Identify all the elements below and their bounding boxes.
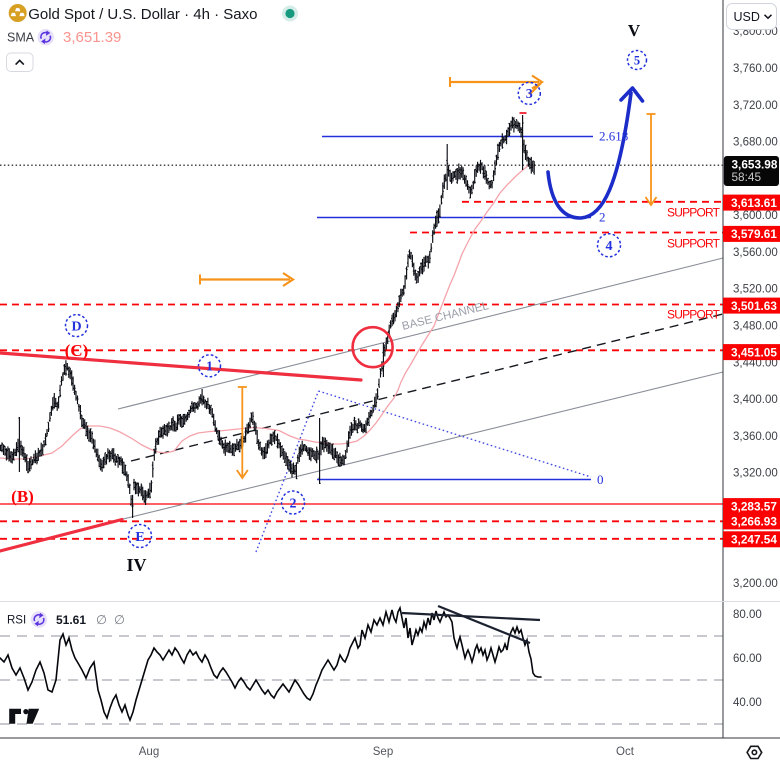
svg-text:SUPPORT: SUPPORT bbox=[667, 237, 721, 251]
svg-text:2: 2 bbox=[290, 496, 297, 511]
svg-text:3,653.98: 3,653.98 bbox=[732, 158, 778, 172]
svg-text:3,600.00: 3,600.00 bbox=[733, 210, 778, 222]
svg-text:3,720.00: 3,720.00 bbox=[733, 100, 778, 112]
svg-text:SMA: SMA bbox=[7, 31, 35, 45]
svg-text:3,520.00: 3,520.00 bbox=[733, 284, 778, 296]
svg-text:3,451.05: 3,451.05 bbox=[731, 345, 777, 359]
svg-text:3,613.61: 3,613.61 bbox=[731, 196, 777, 210]
svg-text:60.00: 60.00 bbox=[733, 653, 762, 665]
svg-text:1: 1 bbox=[206, 360, 213, 375]
svg-text:SUPPORT: SUPPORT bbox=[667, 308, 721, 322]
svg-text:Gold Spot / U.S. Dollar · 4h ·: Gold Spot / U.S. Dollar · 4h · Saxo bbox=[28, 6, 257, 23]
svg-text:4: 4 bbox=[606, 239, 613, 254]
svg-text:RSI: RSI bbox=[7, 615, 26, 627]
svg-text:3,480.00: 3,480.00 bbox=[733, 321, 778, 333]
svg-text:0: 0 bbox=[597, 472, 604, 487]
svg-text:Oct: Oct bbox=[616, 746, 635, 758]
svg-text:3,680.00: 3,680.00 bbox=[733, 137, 778, 149]
svg-text:∅: ∅ bbox=[96, 613, 107, 627]
svg-text:2.618: 2.618 bbox=[599, 129, 628, 144]
svg-text:(C): (C) bbox=[65, 341, 89, 360]
svg-text:3,360.00: 3,360.00 bbox=[733, 431, 778, 443]
svg-text:V: V bbox=[628, 21, 641, 40]
svg-text:∅: ∅ bbox=[114, 613, 125, 627]
svg-text:3,760.00: 3,760.00 bbox=[733, 63, 778, 75]
svg-text:USD: USD bbox=[734, 10, 760, 24]
svg-text:3,440.00: 3,440.00 bbox=[733, 357, 778, 369]
svg-text:3,266.93: 3,266.93 bbox=[731, 515, 777, 529]
svg-text:51.61: 51.61 bbox=[56, 613, 86, 627]
svg-text:2: 2 bbox=[599, 210, 606, 225]
svg-text:3,651.39: 3,651.39 bbox=[63, 29, 121, 46]
svg-text:D: D bbox=[71, 319, 81, 334]
svg-text:3,501.63: 3,501.63 bbox=[731, 299, 777, 313]
svg-text:3,400.00: 3,400.00 bbox=[733, 394, 778, 406]
svg-text:3,200.00: 3,200.00 bbox=[733, 578, 778, 590]
svg-text:80.00: 80.00 bbox=[733, 609, 762, 621]
svg-text:Sep: Sep bbox=[373, 746, 393, 758]
svg-text:40.00: 40.00 bbox=[733, 697, 762, 709]
svg-text:3,283.57: 3,283.57 bbox=[731, 499, 777, 513]
svg-text:3: 3 bbox=[526, 87, 533, 102]
svg-text:SUPPORT: SUPPORT bbox=[667, 206, 721, 220]
svg-text:3,247.54: 3,247.54 bbox=[731, 533, 777, 547]
svg-text:3,579.61: 3,579.61 bbox=[731, 227, 777, 241]
svg-text:58:45: 58:45 bbox=[732, 170, 762, 184]
svg-text:3,560.00: 3,560.00 bbox=[733, 247, 778, 259]
svg-text:E: E bbox=[135, 530, 144, 545]
svg-text:3,320.00: 3,320.00 bbox=[733, 468, 778, 480]
svg-text:(B): (B) bbox=[11, 487, 34, 506]
svg-text:5: 5 bbox=[634, 53, 640, 67]
svg-text:Aug: Aug bbox=[139, 746, 159, 758]
svg-text:IV: IV bbox=[126, 555, 146, 575]
